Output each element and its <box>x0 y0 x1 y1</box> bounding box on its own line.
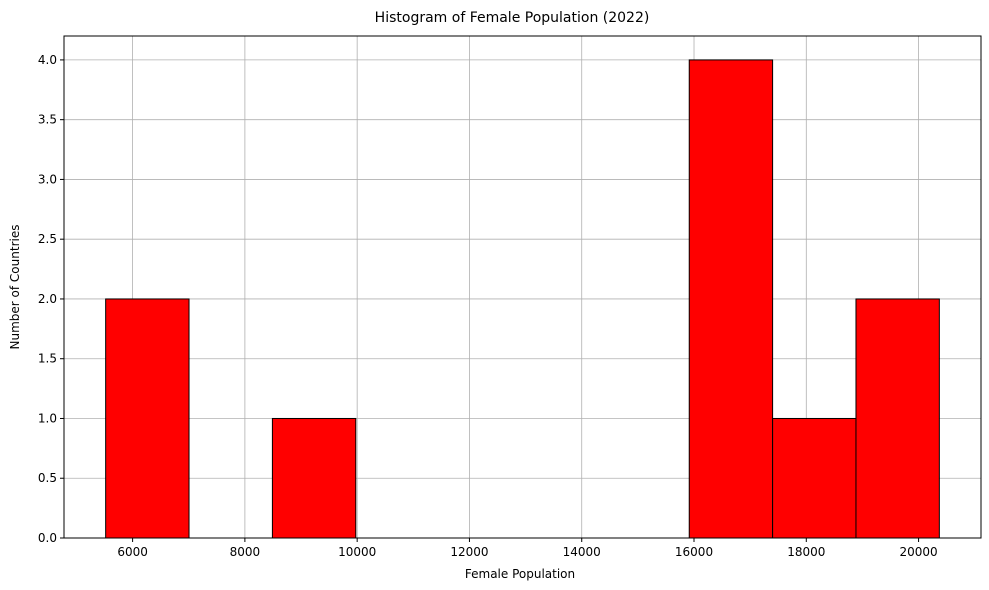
x-tick-label: 20000 <box>899 545 937 559</box>
y-tick-label: 4.0 <box>38 53 57 67</box>
x-tick-label: 10000 <box>338 545 376 559</box>
chart-title: Histogram of Female Population (2022) <box>375 10 650 26</box>
bars <box>105 59 940 539</box>
plot-frame <box>63 35 982 539</box>
histogram-bar <box>271 417 357 539</box>
y-tick-label: 1.0 <box>38 411 57 425</box>
y-tick-label: 0.5 <box>38 471 57 485</box>
histogram-bar <box>855 298 940 539</box>
y-tick-label: 2.5 <box>38 232 57 246</box>
y-axis-label: Number of Countries <box>8 225 22 350</box>
x-tick-label: 8000 <box>230 545 261 559</box>
y-tick-label: 3.0 <box>38 172 57 186</box>
y-tick-label: 3.5 <box>38 113 57 127</box>
x-tick-label: 18000 <box>787 545 825 559</box>
x-axis-label: Female Population <box>465 567 575 581</box>
y-tick-label: 0.0 <box>38 531 57 545</box>
x-tick-label: 16000 <box>675 545 713 559</box>
x-tick-label: 6000 <box>117 545 148 559</box>
y-tick-label: 2.0 <box>38 292 57 306</box>
x-axis-ticks: 6000 8000 10000 12000 14000 16000 18000 20000 <box>117 538 938 559</box>
y-axis-ticks: 0.0 0.5 1.0 1.5 2.0 2.5 3.0 3.5 4.0 <box>38 53 64 545</box>
x-tick-label: 14000 <box>563 545 601 559</box>
x-tick-label: 12000 <box>450 545 488 559</box>
histogram-bar <box>772 417 857 539</box>
y-tick-label: 1.5 <box>38 352 57 366</box>
histogram-bar <box>688 59 774 539</box>
histogram-bar <box>105 298 190 539</box>
